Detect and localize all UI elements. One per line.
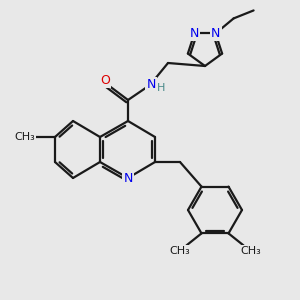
- Text: CH₃: CH₃: [169, 246, 190, 256]
- Text: N: N: [190, 27, 199, 40]
- Text: N: N: [123, 172, 133, 184]
- Text: CH₃: CH₃: [240, 246, 261, 256]
- Text: CH₃: CH₃: [15, 132, 35, 142]
- Text: H: H: [157, 83, 165, 93]
- Text: O: O: [100, 74, 110, 86]
- Text: N: N: [146, 79, 156, 92]
- Text: N: N: [211, 27, 220, 40]
